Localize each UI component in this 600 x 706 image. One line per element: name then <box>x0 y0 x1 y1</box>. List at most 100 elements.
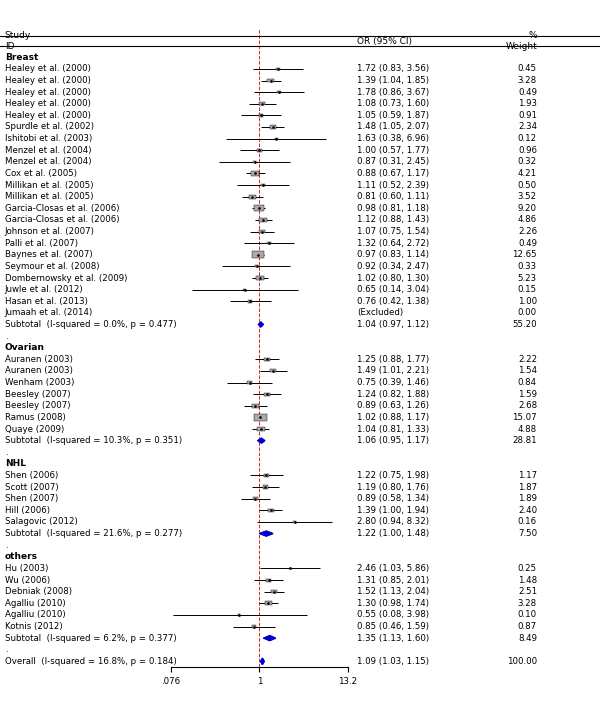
Text: 1.72 (0.83, 3.56): 1.72 (0.83, 3.56) <box>357 64 429 73</box>
Text: Hasan et al. (2013): Hasan et al. (2013) <box>5 297 88 306</box>
Polygon shape <box>258 438 265 443</box>
Text: 0.76 (0.42, 1.38): 0.76 (0.42, 1.38) <box>357 297 429 306</box>
Text: 0.85 (0.46, 1.59): 0.85 (0.46, 1.59) <box>357 622 429 631</box>
Bar <box>259 102 265 105</box>
Text: 0.75 (0.39, 1.46): 0.75 (0.39, 1.46) <box>357 378 429 387</box>
Bar <box>264 474 269 477</box>
Bar <box>253 251 265 258</box>
Text: 0.49: 0.49 <box>518 239 537 248</box>
Text: 0.16: 0.16 <box>518 517 537 527</box>
Bar <box>259 114 263 116</box>
Text: 1.54: 1.54 <box>518 366 537 376</box>
Text: 1.04 (0.97, 1.12): 1.04 (0.97, 1.12) <box>357 320 429 329</box>
Text: Jumaah et al. (2014): Jumaah et al. (2014) <box>5 309 93 318</box>
Polygon shape <box>260 658 264 664</box>
Text: 0.00: 0.00 <box>518 309 537 318</box>
Text: .: . <box>5 448 7 457</box>
Bar <box>271 369 276 373</box>
Text: 1.48: 1.48 <box>518 575 537 585</box>
Text: Study
ID: Study ID <box>5 31 31 51</box>
Text: 7.50: 7.50 <box>518 529 537 538</box>
Text: 1.02 (0.80, 1.30): 1.02 (0.80, 1.30) <box>357 273 429 282</box>
Text: 1.49 (1.01, 2.21): 1.49 (1.01, 2.21) <box>357 366 429 376</box>
Bar <box>261 184 265 186</box>
Text: Scott (2007): Scott (2007) <box>5 483 58 491</box>
Text: Menzel et al. (2004): Menzel et al. (2004) <box>5 157 91 167</box>
Text: 1.25 (0.88, 1.77): 1.25 (0.88, 1.77) <box>357 355 429 364</box>
Text: 1.05 (0.59, 1.87): 1.05 (0.59, 1.87) <box>357 111 429 120</box>
Text: 1.78 (0.86, 3.67): 1.78 (0.86, 3.67) <box>357 88 429 97</box>
Text: 2.80 (0.94, 8.32): 2.80 (0.94, 8.32) <box>357 517 429 527</box>
Text: Agalliu (2010): Agalliu (2010) <box>5 599 65 608</box>
Text: 12.65: 12.65 <box>512 250 537 259</box>
Polygon shape <box>259 322 263 327</box>
Text: 4.21: 4.21 <box>518 169 537 178</box>
Text: 2.46 (1.03, 5.86): 2.46 (1.03, 5.86) <box>357 564 429 573</box>
Text: 0.84: 0.84 <box>518 378 537 387</box>
Text: Quaye (2009): Quaye (2009) <box>5 424 64 433</box>
Text: 2.40: 2.40 <box>518 505 537 515</box>
Text: Healey et al. (2000): Healey et al. (2000) <box>5 100 91 108</box>
Text: 55.20: 55.20 <box>512 320 537 329</box>
Bar <box>293 521 296 522</box>
Text: 1.39 (1.04, 1.85): 1.39 (1.04, 1.85) <box>357 76 429 85</box>
Text: 1.12 (0.88, 1.43): 1.12 (0.88, 1.43) <box>357 215 429 225</box>
Text: Garcia-Closas et al. (2006): Garcia-Closas et al. (2006) <box>5 215 119 225</box>
Text: 3.28: 3.28 <box>518 76 537 85</box>
Text: Hu (2003): Hu (2003) <box>5 564 48 573</box>
Text: 0.32: 0.32 <box>518 157 537 167</box>
Text: 28.81: 28.81 <box>512 436 537 445</box>
Text: Spurdle et al. (2002): Spurdle et al. (2002) <box>5 122 94 131</box>
Bar <box>277 91 281 93</box>
Bar <box>267 78 274 83</box>
Bar <box>275 138 278 139</box>
Text: 1.35 (1.13, 1.60): 1.35 (1.13, 1.60) <box>357 633 429 642</box>
Text: Menzel et al. (2004): Menzel et al. (2004) <box>5 145 91 155</box>
Text: Cox et al. (2005): Cox et al. (2005) <box>5 169 77 178</box>
Text: 0.33: 0.33 <box>518 262 537 271</box>
Text: Auranen (2003): Auranen (2003) <box>5 355 73 364</box>
Text: 0.55 (0.08, 3.98): 0.55 (0.08, 3.98) <box>357 611 429 619</box>
Text: 4.88: 4.88 <box>518 424 537 433</box>
Text: Dombernowsky et al. (2009): Dombernowsky et al. (2009) <box>5 273 127 282</box>
Text: 0.10: 0.10 <box>518 611 537 619</box>
Text: 0.49: 0.49 <box>518 88 537 97</box>
Text: 1.30 (0.98, 1.74): 1.30 (0.98, 1.74) <box>357 599 429 608</box>
Text: Breast: Breast <box>5 53 38 62</box>
Text: 0.92 (0.34, 2.47): 0.92 (0.34, 2.47) <box>357 262 429 271</box>
Text: 1.89: 1.89 <box>518 494 537 503</box>
Text: 1.00 (0.57, 1.77): 1.00 (0.57, 1.77) <box>357 145 429 155</box>
Text: 2.68: 2.68 <box>518 401 537 410</box>
Text: 0.97 (0.83, 1.14): 0.97 (0.83, 1.14) <box>357 250 429 259</box>
Bar <box>257 149 262 152</box>
Text: 0.25: 0.25 <box>518 564 537 573</box>
Text: Subtotal  (I-squared = 6.2%, p = 0.377): Subtotal (I-squared = 6.2%, p = 0.377) <box>5 633 176 642</box>
Text: Baynes et al. (2007): Baynes et al. (2007) <box>5 250 92 259</box>
Text: 1.19 (0.80, 1.76): 1.19 (0.80, 1.76) <box>357 483 429 491</box>
Text: Garcia-Closas et al. (2006): Garcia-Closas et al. (2006) <box>5 204 119 213</box>
Text: Subtotal  (I-squared = 10.3%, p = 0.351): Subtotal (I-squared = 10.3%, p = 0.351) <box>5 436 182 445</box>
Text: Salagovic (2012): Salagovic (2012) <box>5 517 77 527</box>
Bar <box>252 404 259 407</box>
Bar <box>266 578 271 582</box>
Text: 2.26: 2.26 <box>518 227 537 236</box>
Text: Ramus (2008): Ramus (2008) <box>5 413 65 422</box>
Text: 1.24 (0.82, 1.88): 1.24 (0.82, 1.88) <box>357 390 429 399</box>
Text: Overall  (I-squared = 16.8%, p = 0.184): Overall (I-squared = 16.8%, p = 0.184) <box>5 657 176 666</box>
Bar <box>264 393 269 395</box>
Bar <box>267 242 271 244</box>
Text: .: . <box>5 541 7 550</box>
Text: Shen (2006): Shen (2006) <box>5 471 58 480</box>
Text: Healey et al. (2000): Healey et al. (2000) <box>5 64 91 73</box>
Bar <box>238 614 241 616</box>
Text: Healey et al. (2000): Healey et al. (2000) <box>5 111 91 120</box>
Text: Shen (2007): Shen (2007) <box>5 494 58 503</box>
Text: 2.34: 2.34 <box>518 122 537 131</box>
Text: Kotnis (2012): Kotnis (2012) <box>5 622 62 631</box>
Text: 3.52: 3.52 <box>518 192 537 201</box>
Text: 2.22: 2.22 <box>518 355 537 364</box>
Text: 100.00: 100.00 <box>507 657 537 666</box>
Bar <box>247 381 252 384</box>
Text: 9.20: 9.20 <box>518 204 537 213</box>
Text: 1.07 (0.75, 1.54): 1.07 (0.75, 1.54) <box>357 227 429 236</box>
